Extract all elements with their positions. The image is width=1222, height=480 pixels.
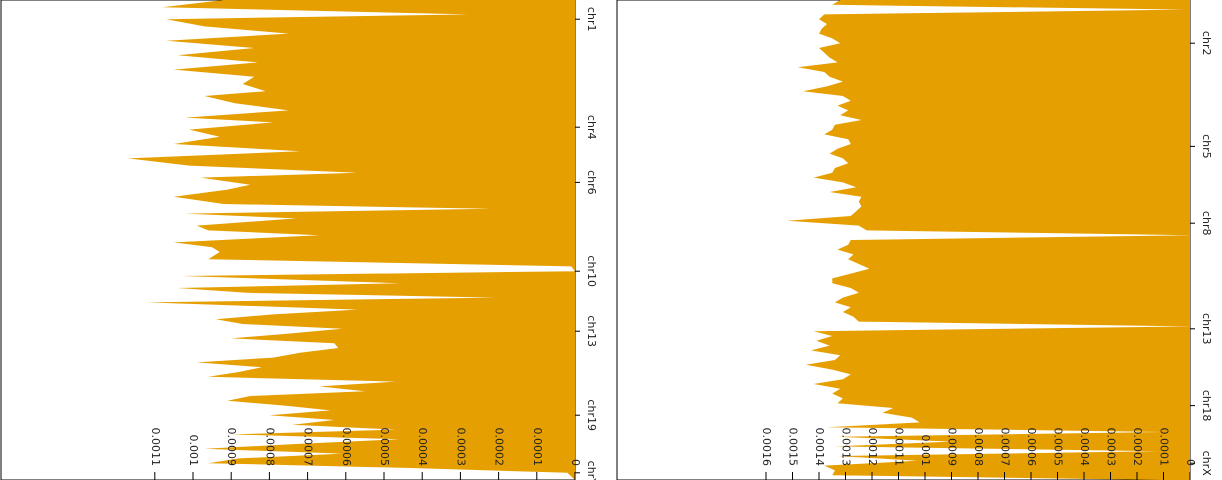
- y-tick-label: 0.0004: [1078, 428, 1091, 467]
- chart-panel-1: 0 0.0001 0.0002 0.0003 0.0004 0.0005 0.0006 0.0…: [0, 0, 598, 480]
- y-tick-label: 0.0011: [893, 428, 906, 467]
- y-tick-label: 0.0006: [1025, 428, 1038, 467]
- chart-panel-2: 0 0.0001 0.0002 0.0003 0.0004 0.0005 0.0006 0.0…: [616, 0, 1213, 480]
- y-tick-label: 0.0009: [946, 428, 959, 467]
- x-tick-label: chr8: [1200, 211, 1213, 236]
- y-tick-label: 0.0004: [416, 428, 429, 467]
- y-tick-label: 0.0006: [340, 428, 353, 467]
- x-tick-label: chr1: [585, 7, 598, 32]
- y-tick-label: 0.0005: [1052, 428, 1065, 467]
- y-tick-label: 0.0005: [378, 428, 391, 467]
- x-tick-label: chr6: [585, 170, 598, 195]
- x-tick-label: chr13: [585, 315, 598, 347]
- y-tick-label: 0.0002: [493, 428, 506, 467]
- y-tick-label: 0.0011: [149, 428, 162, 467]
- x-tick-label: chr18: [1200, 390, 1213, 422]
- y-tick-label: 0.0002: [1131, 428, 1144, 467]
- x-tick-label: chrY: [585, 461, 598, 480]
- y-tick-label: 0.0007: [999, 428, 1012, 467]
- coverage-area: [787, 0, 1190, 480]
- y-tick-label: 0.0003: [454, 428, 467, 467]
- y-tick-label: 0: [569, 459, 582, 466]
- x-tick-label: chr2: [1200, 31, 1213, 56]
- y-tick-label: 0.0008: [972, 428, 985, 467]
- y-tick-label: 0.0008: [263, 428, 276, 467]
- y-tick-label: 0.0012: [866, 428, 879, 467]
- x-tick-label: chrX: [1200, 451, 1213, 477]
- y-tick-label: 0.001: [187, 435, 200, 467]
- y-tick-label: 0.0014: [813, 428, 826, 467]
- y-tick-label: 0.0007: [302, 428, 315, 467]
- y-tick-label: 0.0001: [1158, 428, 1171, 467]
- y-tick-label: 0.0001: [531, 428, 544, 467]
- coverage-area: [128, 0, 575, 480]
- y-tick-label: 0: [1184, 459, 1197, 466]
- y-tick-label: 0.0013: [840, 428, 853, 467]
- x-tick-label: chr5: [1200, 134, 1213, 159]
- y-tick-label: 0.001: [919, 435, 932, 467]
- x-tick-label: chr4: [585, 115, 598, 140]
- x-tick-label: chr19: [585, 399, 598, 431]
- x-tick-label: chr10: [585, 255, 598, 287]
- y-tick-label: 0.0015: [787, 428, 800, 467]
- x-tick-label: chr13: [1200, 313, 1213, 345]
- y-tick-label: 0.0009: [225, 428, 238, 467]
- y-tick-label: 0.0003: [1105, 428, 1118, 467]
- y-tick-label: 0.0016: [760, 428, 773, 467]
